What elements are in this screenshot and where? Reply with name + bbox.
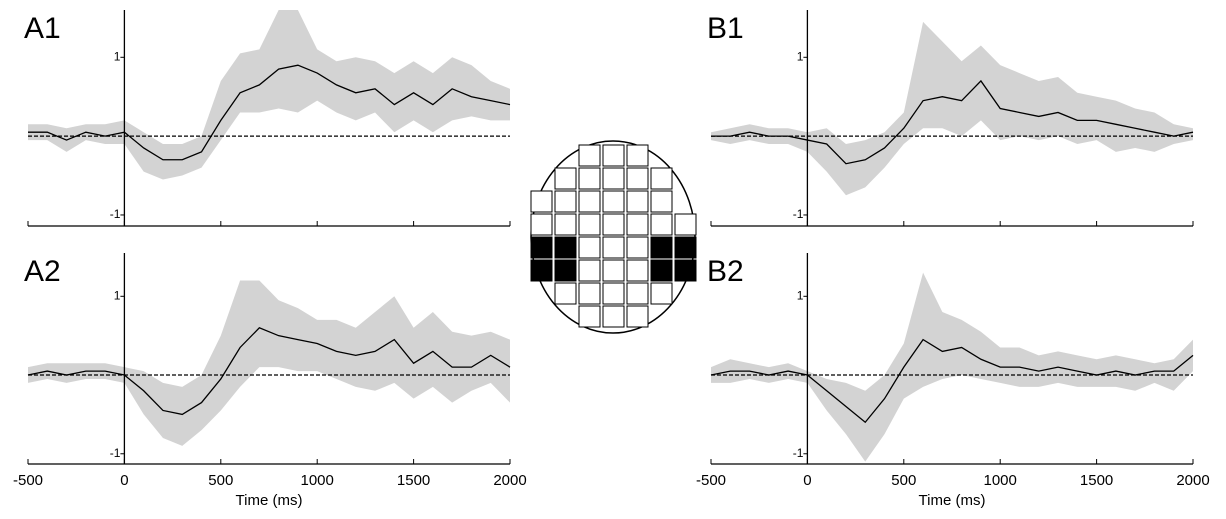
- sensor: [554, 259, 577, 282]
- x-tick-label: -500: [696, 472, 726, 489]
- y-tick-label: 1: [114, 288, 121, 302]
- x-tick-label: 500: [208, 472, 233, 489]
- y-tick-label: -1: [110, 446, 121, 460]
- mean-line: [711, 79, 1194, 165]
- x-tick-label: 0: [120, 472, 128, 489]
- sensor: [578, 259, 601, 282]
- y-tick-label: 1: [797, 288, 804, 302]
- sensor: [650, 259, 673, 282]
- sensor: [602, 167, 625, 190]
- sensor: [602, 259, 625, 282]
- sensor: [626, 190, 649, 213]
- y-tick-label: 1: [114, 49, 121, 63]
- sensor: [530, 236, 553, 259]
- y-tick-label: -1: [793, 446, 804, 460]
- sensor: [602, 305, 625, 328]
- sensor: [602, 213, 625, 236]
- sensor: [650, 236, 673, 259]
- sensor: [650, 167, 673, 190]
- sensor: [554, 167, 577, 190]
- sensor: [578, 282, 601, 305]
- sensor: [674, 259, 697, 282]
- x-tick-label: 1500: [1080, 472, 1113, 489]
- sensor: [578, 144, 601, 167]
- sensor: [650, 282, 673, 305]
- mean-line: [28, 64, 511, 161]
- sensor: [602, 282, 625, 305]
- sensor: [578, 236, 601, 259]
- panel-title: B2: [707, 255, 744, 288]
- x-tick-label: 1000: [301, 472, 334, 489]
- confidence-band: [711, 21, 1193, 196]
- sensor: [626, 144, 649, 167]
- sensor: [602, 236, 625, 259]
- y-tick-label: 1: [797, 49, 804, 63]
- sensor: [602, 144, 625, 167]
- x-tick-label: 2000: [493, 472, 526, 489]
- x-tick-label: -500: [13, 472, 43, 489]
- sensor: [674, 213, 697, 236]
- sensor: [554, 190, 577, 213]
- sensor: [578, 305, 601, 328]
- confidence-band: [28, 280, 510, 446]
- sensor: [530, 259, 553, 282]
- sensor: [626, 305, 649, 328]
- sensor: [650, 190, 673, 213]
- x-axis-label: Time (ms): [919, 492, 986, 509]
- sensor-map: [530, 140, 697, 334]
- sensor: [602, 190, 625, 213]
- x-tick-label: 1000: [984, 472, 1017, 489]
- sensor: [626, 167, 649, 190]
- sensor: [530, 213, 553, 236]
- sensor: [578, 190, 601, 213]
- x-tick-label: 1500: [397, 472, 430, 489]
- x-tick-label: 500: [891, 472, 916, 489]
- mean-line: [27, 327, 511, 416]
- y-tick-label: -1: [110, 207, 121, 221]
- x-axis-label: Time (ms): [236, 492, 303, 509]
- panel-title: B1: [707, 12, 744, 45]
- sensor: [578, 213, 601, 236]
- confidence-band: [711, 272, 1193, 462]
- sensor: [578, 167, 601, 190]
- sensor: [626, 236, 649, 259]
- sensor: [674, 236, 697, 259]
- confidence-band: [28, 10, 510, 180]
- sensor: [626, 282, 649, 305]
- sensor: [530, 190, 553, 213]
- y-tick-label: -1: [793, 207, 804, 221]
- x-tick-label: 2000: [1176, 472, 1209, 489]
- sensor: [626, 259, 649, 282]
- x-tick-label: 0: [803, 472, 811, 489]
- sensor: [554, 282, 577, 305]
- sensor: [554, 213, 577, 236]
- panel-title: A1: [24, 12, 61, 45]
- panel-title: A2: [24, 255, 61, 288]
- sensor: [626, 213, 649, 236]
- mean-line: [710, 338, 1194, 424]
- sensor: [650, 213, 673, 236]
- sensor: [554, 236, 577, 259]
